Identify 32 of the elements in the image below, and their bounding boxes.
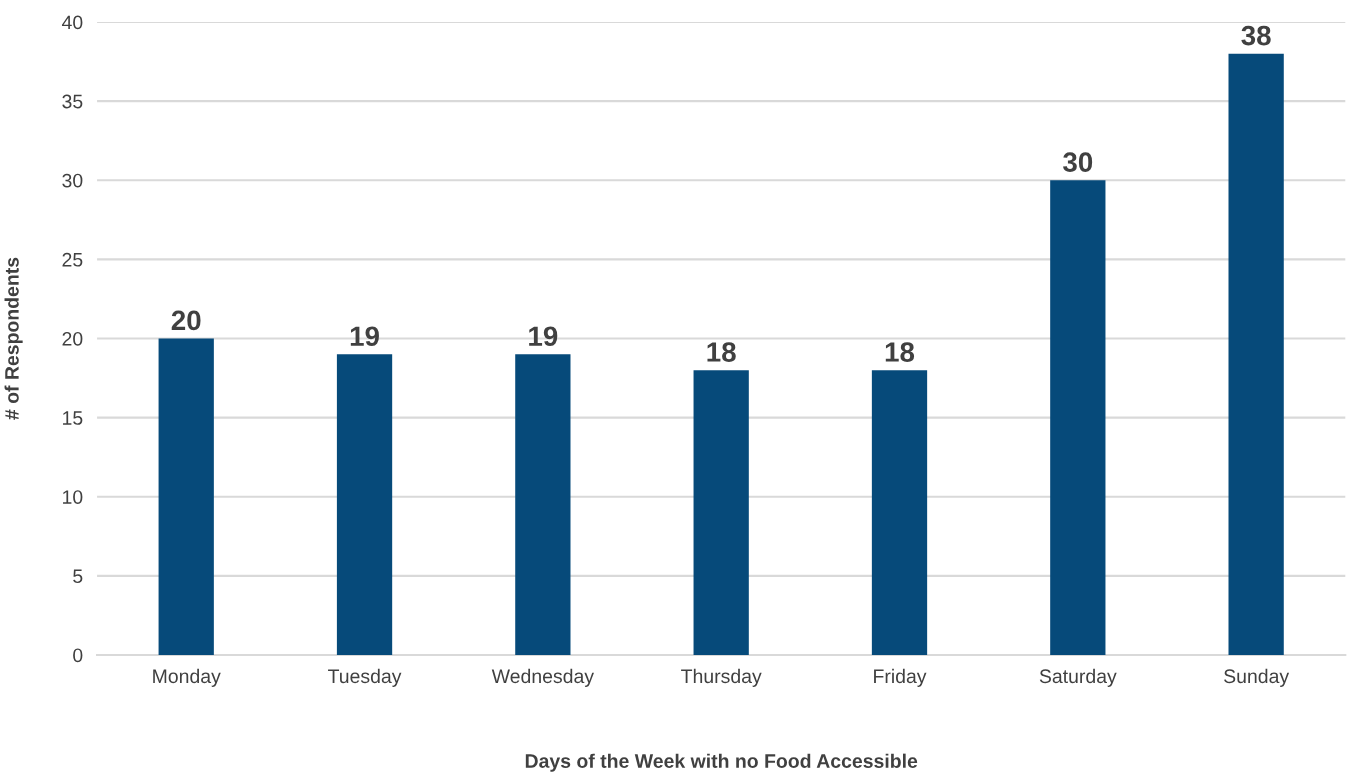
bar	[1050, 180, 1106, 655]
data-label: 18	[885, 342, 915, 362]
y-tick-label: 40	[61, 15, 83, 30]
bar	[336, 354, 393, 655]
x-tick-label: Tuesday	[328, 668, 402, 687]
y-tick-label: 10	[63, 490, 83, 504]
y-tick-label: 30	[62, 173, 83, 188]
x-tick-label: Sunday	[1224, 668, 1290, 687]
data-label: 19	[350, 326, 379, 347]
x-tick-label: Thursday	[681, 668, 762, 687]
x-axis-title: Days of the Week with no Food Accessible	[525, 753, 918, 772]
bar	[871, 370, 928, 655]
x-tick-label: Friday	[874, 668, 927, 687]
bar	[1228, 53, 1284, 655]
y-tick-label: 20	[62, 331, 83, 346]
data-label: 20	[171, 310, 201, 331]
bar	[515, 354, 571, 655]
data-label: 38	[1241, 25, 1271, 46]
x-tick-label: Monday	[153, 668, 221, 687]
y-tick-label: 0	[73, 648, 83, 663]
y-tick-label: 35	[62, 94, 83, 109]
y-tick-label: 5	[73, 569, 83, 584]
x-tick-label: Saturday	[1039, 668, 1117, 687]
bar	[158, 338, 214, 655]
data-label: 18	[707, 342, 736, 362]
data-label: 30	[1063, 152, 1093, 173]
y-tick-label: 15	[63, 411, 83, 425]
x-tick-label: Wednesday	[491, 668, 594, 687]
bar	[693, 370, 749, 655]
data-label: 19	[529, 326, 558, 347]
y-tick-label: 25	[62, 252, 83, 267]
y-axis-title: # of Respondents	[4, 257, 23, 420]
